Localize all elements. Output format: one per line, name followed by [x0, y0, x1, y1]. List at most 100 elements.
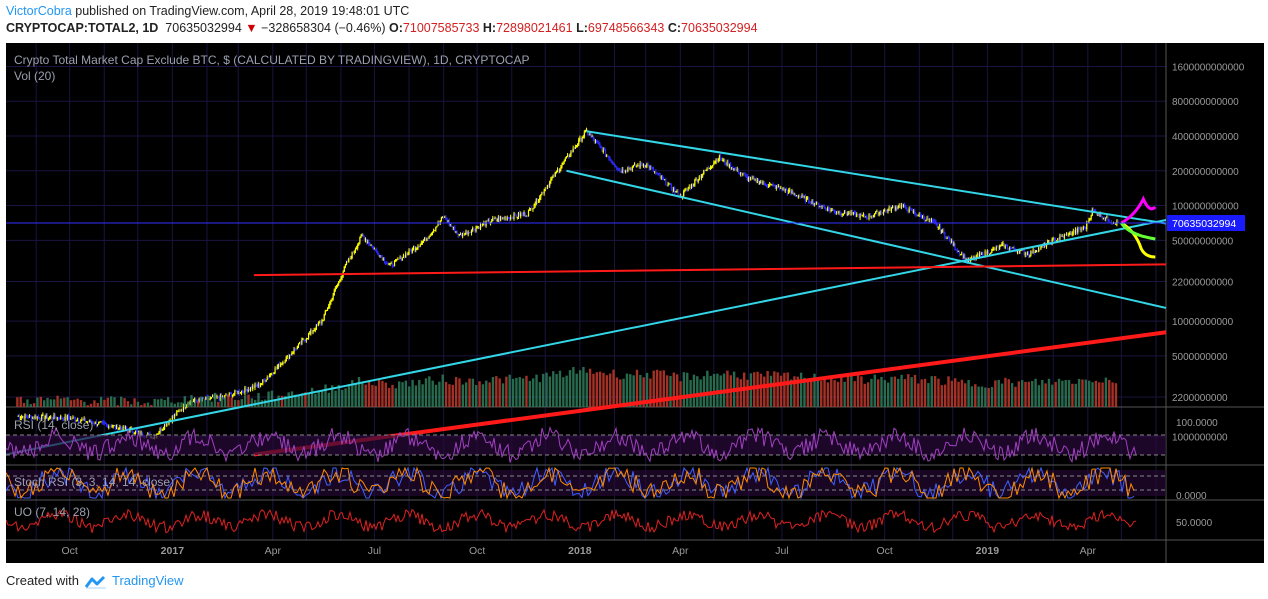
candle-body	[103, 422, 105, 424]
volume-bar	[598, 371, 602, 407]
volume-bar	[980, 386, 984, 407]
candle-body	[665, 179, 667, 186]
candle-body	[80, 420, 82, 423]
candle-body	[822, 205, 824, 207]
candle-body	[859, 213, 861, 218]
candle-body	[140, 431, 142, 435]
candle-body	[1012, 246, 1014, 249]
volume-bar	[625, 373, 629, 407]
candle-body	[160, 428, 162, 431]
candle-body	[841, 214, 843, 216]
candle-body	[232, 394, 234, 397]
candle-body	[745, 175, 747, 177]
volume-bar	[146, 402, 150, 407]
candle-body	[571, 151, 573, 153]
candle-body	[306, 338, 309, 340]
candle-body	[73, 417, 75, 419]
candle-body	[1062, 236, 1064, 238]
candle-body	[81, 419, 83, 421]
volume-bar	[1108, 379, 1111, 407]
candle-body	[677, 191, 679, 197]
candle-body	[700, 175, 703, 178]
candle-body	[55, 417, 57, 419]
candle-body	[936, 223, 938, 228]
candle-body	[177, 410, 179, 412]
volume-bar	[853, 381, 856, 407]
candle-body	[524, 212, 526, 217]
candle-body	[938, 226, 940, 228]
x-tick-label: 2019	[976, 545, 1000, 557]
high-label: H:	[482, 21, 497, 35]
candle-body	[802, 195, 804, 197]
candle-body	[1034, 251, 1036, 253]
candle-body	[824, 207, 827, 210]
candle-body	[564, 158, 566, 162]
candle-body	[198, 398, 200, 403]
candle-body	[138, 430, 140, 432]
candle-body	[1069, 232, 1071, 234]
candle-body	[1090, 215, 1092, 219]
candle-body	[786, 190, 789, 194]
candle-body	[959, 254, 962, 256]
candle-body	[407, 253, 409, 255]
candle-body	[762, 181, 764, 184]
candle-body	[871, 216, 873, 218]
candle-body	[295, 348, 297, 350]
candle-body	[738, 173, 741, 175]
author-link[interactable]: VictorCobra	[6, 4, 72, 18]
candle-body	[497, 217, 499, 220]
volume-bar	[347, 384, 351, 407]
volume-bar	[397, 381, 401, 407]
candle-body	[99, 421, 101, 423]
candle-body	[333, 290, 335, 296]
candle-body	[256, 385, 258, 387]
volume-bar	[766, 371, 769, 407]
candle-body	[549, 181, 551, 186]
tradingview-brand-link[interactable]: TradingView	[112, 573, 184, 588]
candle-body	[982, 253, 984, 257]
volume-bar	[994, 380, 997, 407]
price-chart[interactable]: 7063503299436000000000001600000000000800…	[6, 43, 1264, 563]
candle-body	[943, 230, 945, 234]
candle-body	[429, 235, 431, 237]
rsi-tick: 100.0000	[1176, 418, 1218, 429]
candle-body	[666, 185, 668, 187]
volume-bar	[247, 394, 250, 407]
volume-bar	[337, 384, 341, 407]
candle-body	[75, 420, 77, 422]
volume-bar	[491, 376, 495, 407]
candle-body	[530, 208, 532, 210]
candle-body	[642, 164, 645, 166]
candle-body	[329, 302, 331, 307]
candle-body	[453, 226, 455, 228]
candle-body	[577, 144, 579, 147]
volume-bar	[789, 379, 793, 407]
candle-body	[262, 379, 264, 384]
volume-bar	[696, 376, 699, 407]
candle-body	[1047, 241, 1049, 245]
volume-bar	[223, 397, 227, 407]
candle-body	[147, 433, 149, 435]
candle-body	[680, 194, 683, 198]
volume-bar	[471, 378, 475, 407]
candle-body	[916, 215, 918, 217]
candle-body	[271, 373, 273, 375]
candle-body	[161, 429, 163, 431]
candle-body	[268, 375, 271, 378]
candle-body	[743, 173, 745, 175]
candle-body	[694, 179, 696, 185]
volume-bar	[816, 380, 820, 407]
volume-bar	[133, 398, 136, 407]
candle-body	[607, 155, 609, 157]
volume-bar	[374, 385, 377, 407]
candle-body	[459, 234, 461, 236]
candle-body	[512, 217, 514, 219]
candle-body	[1067, 233, 1069, 237]
candle-body	[234, 390, 236, 394]
candle-body	[604, 149, 607, 156]
candle-body	[907, 211, 909, 213]
candle-body	[106, 424, 109, 428]
volume-bar	[270, 390, 274, 407]
candle-body	[808, 197, 810, 203]
candle-body	[561, 164, 563, 167]
